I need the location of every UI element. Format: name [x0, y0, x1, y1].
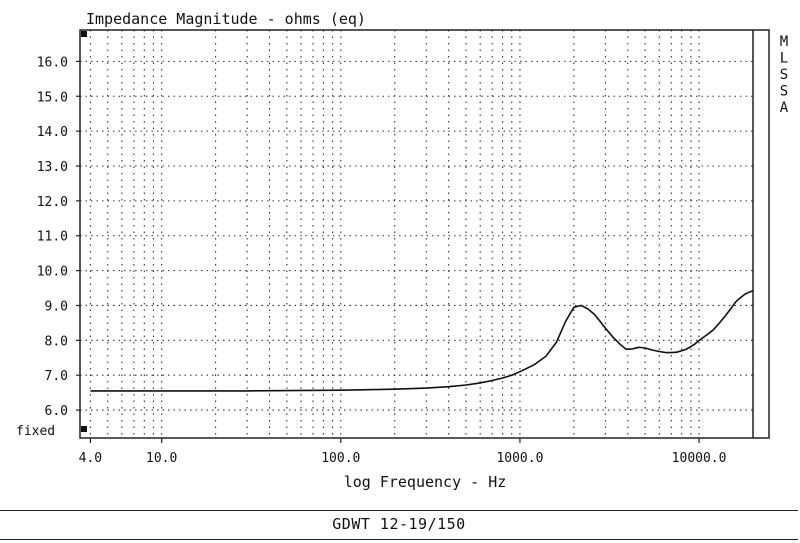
- side-label-letter: M: [780, 34, 788, 50]
- plot-frame: [79, 29, 770, 439]
- x-axis-ticks: 4.0 10.0 100.0 1000.0 10000.0: [79, 438, 727, 466]
- y-tick-label: 13.0: [37, 160, 68, 175]
- y-tick-label: 16.0: [37, 55, 68, 70]
- bottom-marker: [81, 426, 87, 432]
- y-tick-label: 8.0: [45, 334, 68, 349]
- side-label-letter: L: [780, 51, 788, 67]
- y-tick-label: 11.0: [37, 230, 68, 245]
- footer-bar: GDWT 12-19/150: [0, 510, 798, 540]
- y-axis-ticks: 6.0 7.0 8.0 9.0 10.0 11.0 12.0 13.0 14.0 15.0 16.0: [37, 55, 80, 419]
- side-label-letter: S: [780, 84, 788, 100]
- x-tick-label: 4.0: [79, 451, 102, 466]
- y-tick-label: 6.0: [45, 404, 68, 419]
- fixed-label: fixed: [16, 424, 55, 439]
- x-axis-label: log Frequency - Hz: [344, 473, 507, 491]
- y-tick-label: 7.0: [45, 369, 68, 384]
- y-tick-label: 14.0: [37, 125, 68, 140]
- y-tick-label: 15.0: [37, 90, 68, 105]
- side-label-letter: A: [780, 100, 789, 116]
- top-marker: [81, 31, 87, 37]
- footer-label: GDWT 12-19/150: [332, 515, 466, 533]
- x-tick-label: 100.0: [321, 451, 360, 466]
- chart-title: Impedance Magnitude - ohms (eq): [86, 10, 366, 28]
- y-tick-label: 12.0: [37, 195, 68, 210]
- side-label-letter: S: [780, 67, 788, 83]
- series-line-impedance: [90, 290, 754, 392]
- x-tick-label: 1000.0: [496, 451, 543, 466]
- x-tick-label: 10000.0: [672, 451, 727, 466]
- grid: [80, 30, 754, 438]
- y-tick-label: 9.0: [45, 299, 68, 314]
- y-tick-label: 10.0: [37, 265, 68, 280]
- x-tick-label: 10.0: [146, 451, 177, 466]
